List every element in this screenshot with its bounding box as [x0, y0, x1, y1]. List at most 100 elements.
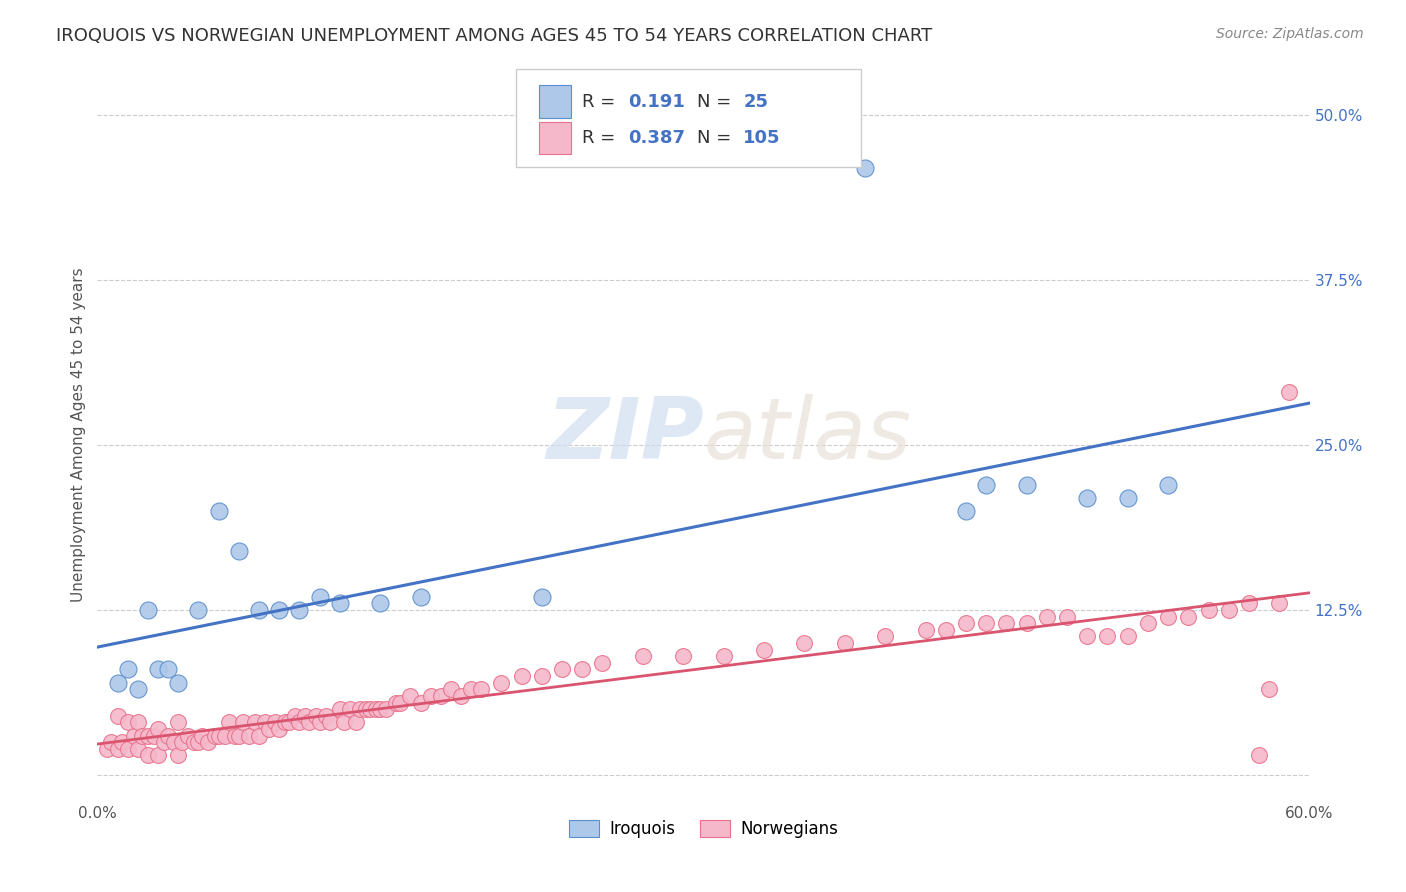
Text: N =: N = — [697, 93, 737, 111]
Point — [1247, 748, 1270, 763]
Point — [329, 702, 352, 716]
Point — [1198, 603, 1220, 617]
Point — [329, 597, 352, 611]
Point — [399, 689, 422, 703]
Text: 0.387: 0.387 — [628, 129, 685, 147]
Point — [333, 715, 356, 730]
Point — [117, 663, 139, 677]
Point — [389, 696, 412, 710]
Point — [122, 729, 145, 743]
Point — [153, 735, 176, 749]
Point — [460, 682, 482, 697]
Point — [450, 689, 472, 703]
Point — [107, 741, 129, 756]
Point — [218, 715, 240, 730]
Text: ZIP: ZIP — [546, 393, 703, 476]
Point — [96, 741, 118, 756]
Point — [127, 741, 149, 756]
Point — [228, 729, 250, 743]
Point — [366, 702, 388, 716]
Point — [914, 623, 936, 637]
Text: 0.191: 0.191 — [628, 93, 685, 111]
Point — [136, 748, 159, 763]
Point — [288, 603, 311, 617]
Point — [257, 722, 280, 736]
Text: IROQUOIS VS NORWEGIAN UNEMPLOYMENT AMONG AGES 45 TO 54 YEARS CORRELATION CHART: IROQUOIS VS NORWEGIAN UNEMPLOYMENT AMONG… — [56, 27, 932, 45]
Point — [163, 735, 186, 749]
Point — [278, 715, 301, 730]
Point — [117, 741, 139, 756]
Point — [110, 735, 132, 749]
Point — [1097, 630, 1119, 644]
Point — [304, 708, 326, 723]
Point — [167, 675, 190, 690]
Point — [107, 708, 129, 723]
Point — [1116, 630, 1139, 644]
Point — [375, 702, 398, 716]
Point — [274, 715, 297, 730]
Point — [551, 663, 574, 677]
Point — [995, 616, 1018, 631]
Point — [875, 630, 897, 644]
Point — [254, 715, 277, 730]
Point — [470, 682, 492, 697]
FancyBboxPatch shape — [516, 69, 860, 168]
Point — [228, 543, 250, 558]
Text: R =: R = — [582, 93, 621, 111]
Point — [1218, 603, 1240, 617]
Point — [100, 735, 122, 749]
Point — [1177, 609, 1199, 624]
Text: 25: 25 — [744, 93, 769, 111]
Point — [368, 702, 391, 716]
Point — [1136, 616, 1159, 631]
Point — [224, 729, 246, 743]
Point — [167, 748, 190, 763]
Point — [315, 708, 337, 723]
Point — [146, 748, 169, 763]
Point — [1268, 597, 1291, 611]
Point — [243, 715, 266, 730]
Point — [214, 729, 236, 743]
FancyBboxPatch shape — [538, 86, 571, 118]
Point — [146, 722, 169, 736]
Point — [117, 715, 139, 730]
Text: 105: 105 — [744, 129, 780, 147]
Point — [935, 623, 957, 637]
Point — [955, 504, 977, 518]
Point — [142, 729, 165, 743]
Point — [713, 649, 735, 664]
Point — [354, 702, 377, 716]
Point — [591, 656, 613, 670]
Point — [187, 603, 209, 617]
Point — [269, 722, 291, 736]
Point — [288, 715, 311, 730]
Point — [1237, 597, 1260, 611]
Point — [530, 669, 553, 683]
Point — [318, 715, 340, 730]
Point — [419, 689, 441, 703]
Point — [1015, 477, 1038, 491]
Point — [146, 663, 169, 677]
Point — [409, 696, 432, 710]
Point — [385, 696, 408, 710]
Point — [207, 504, 229, 518]
Point — [177, 729, 200, 743]
Point — [1258, 682, 1281, 697]
Point — [294, 708, 316, 723]
Point — [1036, 609, 1059, 624]
Point — [264, 715, 287, 730]
FancyBboxPatch shape — [538, 122, 571, 154]
Point — [339, 702, 361, 716]
Point — [440, 682, 463, 697]
Text: Source: ZipAtlas.com: Source: ZipAtlas.com — [1216, 27, 1364, 41]
Point — [571, 663, 593, 677]
Point — [1015, 616, 1038, 631]
Point — [349, 702, 371, 716]
Point — [1076, 630, 1098, 644]
Point — [409, 590, 432, 604]
Point — [183, 735, 205, 749]
Point — [107, 675, 129, 690]
Point — [127, 715, 149, 730]
Point — [1076, 491, 1098, 505]
Point — [157, 729, 180, 743]
